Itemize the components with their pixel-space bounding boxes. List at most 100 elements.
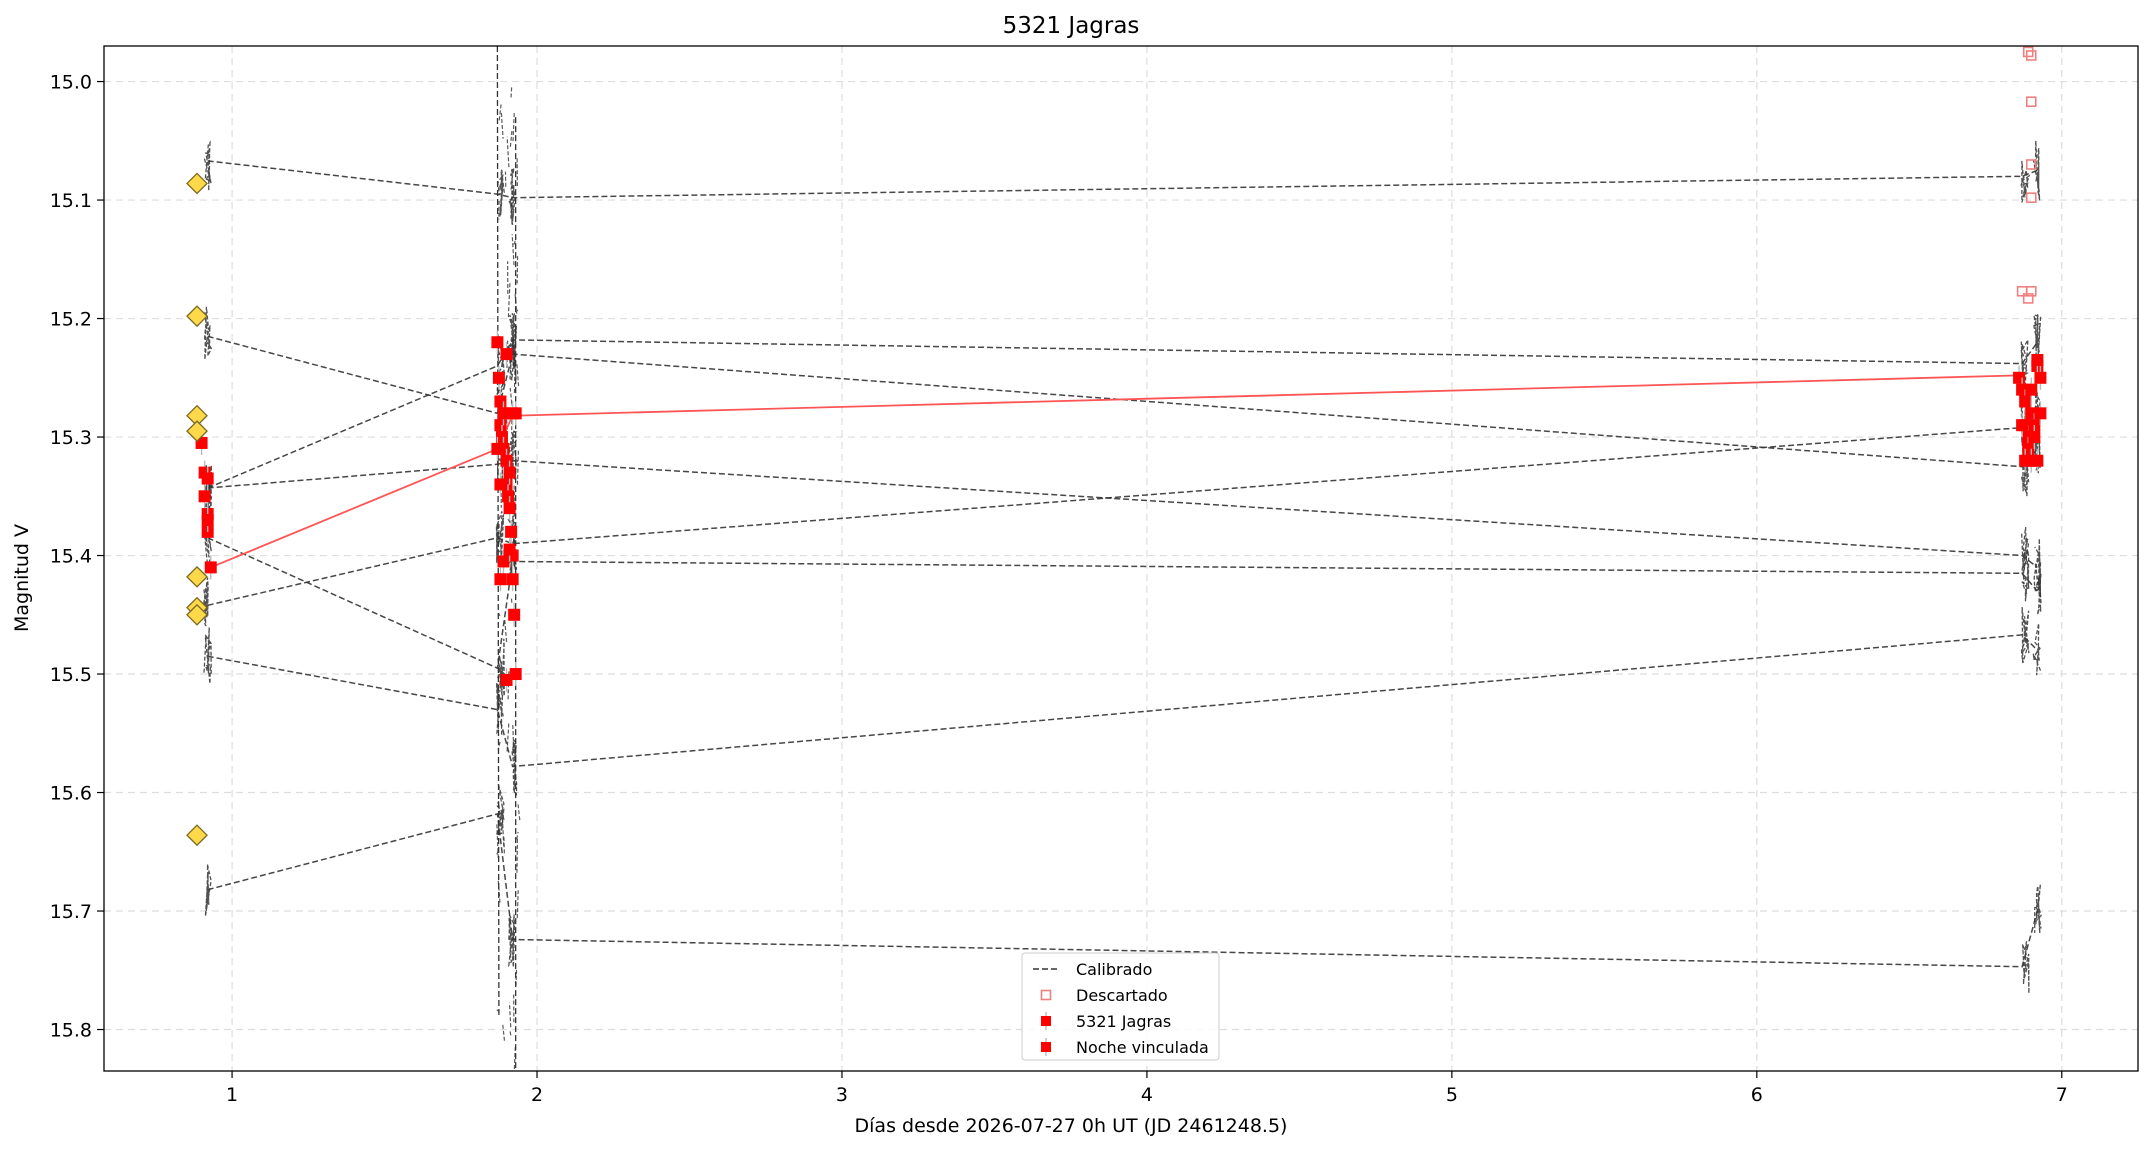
calibrated-scatter bbox=[509, 185, 513, 191]
target-point bbox=[2028, 431, 2041, 444]
y-tick-label: 15.8 bbox=[50, 1020, 92, 1042]
chart-title: 5321 Jagras bbox=[1003, 13, 1140, 39]
calibrated-scatter bbox=[506, 723, 510, 753]
target-point bbox=[2034, 407, 2047, 420]
x-tick-label: 4 bbox=[1141, 1084, 1153, 1106]
target-point bbox=[508, 608, 521, 621]
target-point bbox=[494, 419, 507, 432]
calibrated-noise bbox=[2021, 941, 2030, 994]
target-point bbox=[198, 490, 211, 503]
calibrated-scatter bbox=[501, 813, 505, 847]
calibrated-scatter bbox=[512, 334, 515, 367]
calibrated-series-line bbox=[207, 537, 2038, 670]
target-point bbox=[201, 513, 214, 526]
legend-swatch-target bbox=[1041, 1042, 1051, 1052]
calibrated-scatter bbox=[512, 725, 515, 757]
x-tick-label: 6 bbox=[1751, 1084, 1763, 1106]
calibrated-noise bbox=[2020, 339, 2029, 389]
calibrated-scatter bbox=[510, 87, 513, 98]
calibrated-scatter bbox=[516, 889, 519, 919]
calibrated-noise bbox=[2020, 607, 2030, 664]
x-tick-label: 1 bbox=[226, 1084, 238, 1106]
target-point bbox=[491, 442, 504, 455]
calibrated-scatter bbox=[516, 831, 519, 840]
calibrated-series-line bbox=[207, 634, 2038, 768]
calibrated-series-line bbox=[207, 812, 2039, 968]
calibrated-scatter bbox=[510, 187, 513, 219]
calibrated-scatter bbox=[515, 309, 519, 313]
calibrated-series-line bbox=[207, 418, 2038, 607]
calibrated-scatter bbox=[513, 1047, 516, 1070]
target-point bbox=[503, 502, 516, 515]
calibrated-scatter bbox=[498, 104, 502, 121]
calibrated-noise bbox=[497, 638, 505, 697]
target-point bbox=[2019, 454, 2032, 467]
y-tick-label: 15.6 bbox=[50, 783, 92, 805]
discarded-point bbox=[2025, 285, 2037, 297]
y-tick-label: 15.7 bbox=[50, 901, 92, 923]
y-tick-label: 15.1 bbox=[50, 190, 92, 212]
y-tick-label: 15.2 bbox=[50, 309, 92, 331]
target-point bbox=[2013, 371, 2026, 384]
y-tick-label: 15.3 bbox=[50, 427, 92, 449]
target-point bbox=[201, 472, 214, 485]
target-point bbox=[2034, 371, 2047, 384]
target-point bbox=[500, 348, 513, 361]
calibrated-noise bbox=[495, 511, 505, 565]
target-point bbox=[2019, 395, 2032, 408]
calibrated-noise bbox=[496, 336, 505, 395]
target-point bbox=[491, 336, 504, 349]
calibrated-scatter bbox=[513, 483, 516, 508]
legend-label: Calibrado bbox=[1076, 960, 1152, 979]
calibrated-scatter bbox=[516, 450, 519, 486]
comparison-star-marker bbox=[186, 565, 208, 588]
target-point bbox=[492, 371, 505, 384]
target-point bbox=[204, 561, 217, 574]
plot-contents bbox=[186, 46, 2047, 1071]
calibrated-scatter bbox=[499, 676, 502, 685]
calibrated-scatter bbox=[500, 112, 504, 139]
calibrated-noise bbox=[2034, 883, 2042, 934]
y-tick-label: 15.4 bbox=[50, 546, 92, 568]
target-point bbox=[495, 431, 508, 444]
calibrated-noise bbox=[507, 167, 516, 225]
legend: Calibrado Descartado 5321 Jagras Noche vinc… bbox=[1021, 952, 1220, 1061]
target-point bbox=[506, 407, 519, 420]
discarded-point bbox=[2025, 192, 2037, 203]
legend-label: Noche vinculada bbox=[1076, 1038, 1209, 1057]
target-point bbox=[503, 543, 516, 556]
target-point bbox=[505, 525, 518, 538]
calibrated-series-line bbox=[207, 459, 2038, 568]
calibrated-scatter bbox=[502, 1024, 506, 1043]
legend-swatch-target bbox=[1041, 1016, 1051, 1026]
calibrated-scatter bbox=[508, 1002, 512, 1028]
calibrated-scatter bbox=[504, 619, 508, 643]
calibrated-noise bbox=[495, 682, 505, 735]
data-layer bbox=[186, 46, 2047, 1071]
legend-swatch-discarded bbox=[1040, 989, 1052, 1001]
target-point bbox=[2031, 454, 2044, 467]
target-point bbox=[502, 490, 515, 503]
axis-ticks: 1 2 3 4 5 6 7 15.0 15.1 15.2 15.3 15.4 15.5 15.6 15.7 1… bbox=[50, 72, 2068, 1106]
comparison-star-marker bbox=[186, 603, 208, 626]
discarded-point bbox=[2025, 96, 2037, 107]
target-point bbox=[2016, 419, 2029, 432]
calibrated-scatter bbox=[507, 282, 511, 318]
target-point bbox=[2025, 383, 2038, 396]
comparison-star-marker bbox=[186, 824, 208, 847]
calibrated-scatter bbox=[516, 838, 519, 873]
calibrated-scatter bbox=[512, 430, 516, 434]
x-tick-label: 7 bbox=[2056, 1084, 2068, 1106]
x-tick-label: 2 bbox=[531, 1084, 543, 1106]
grid bbox=[104, 46, 2138, 1071]
calibrated-noise bbox=[2032, 140, 2041, 201]
discarded-point bbox=[2022, 46, 2034, 58]
discarded-point bbox=[2025, 50, 2037, 61]
comparison-star-marker bbox=[186, 305, 208, 328]
calibrated-scatter bbox=[516, 364, 520, 387]
target-point bbox=[494, 395, 507, 408]
calibrated-scatter bbox=[506, 136, 510, 168]
target-point bbox=[503, 466, 516, 479]
x-tick-label: 5 bbox=[1446, 1084, 1458, 1106]
